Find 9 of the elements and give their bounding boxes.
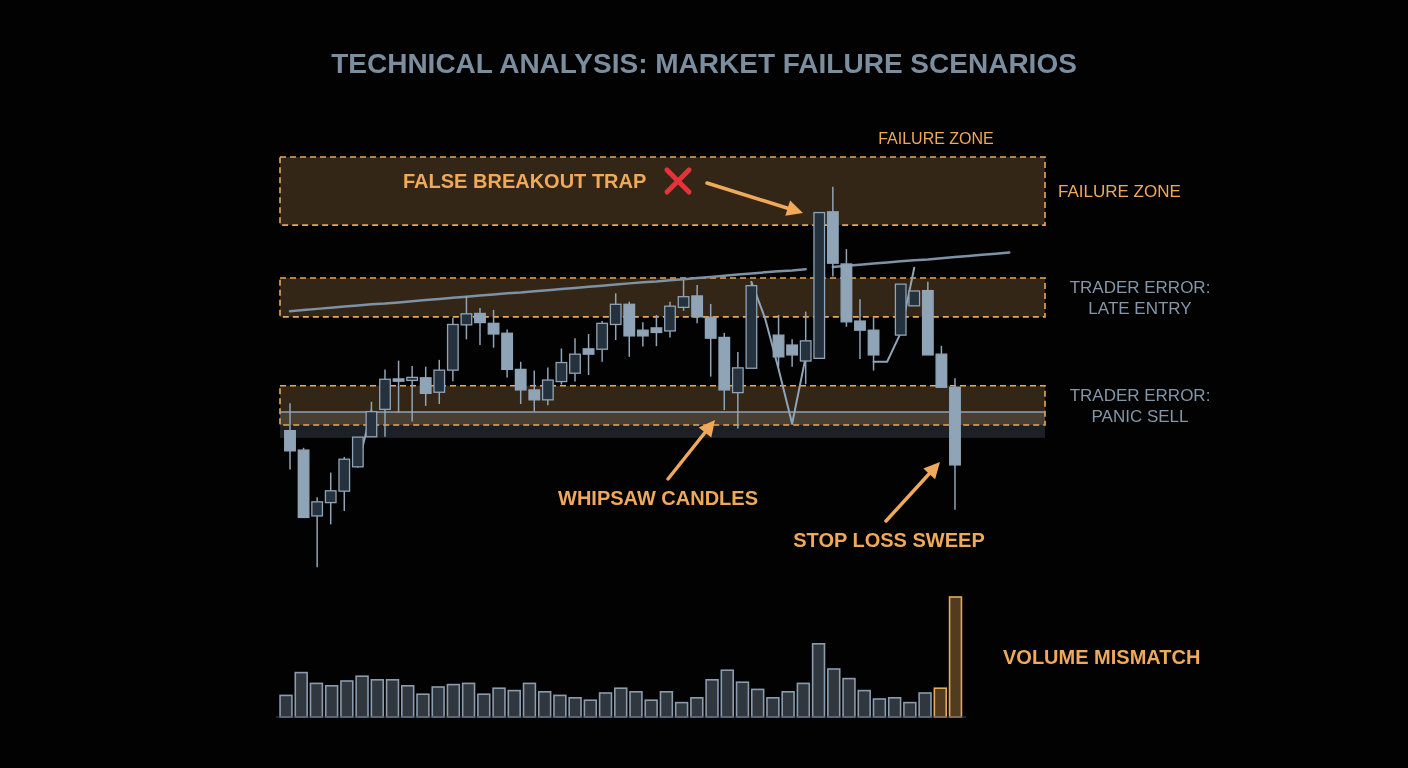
- annotation: FALSE BREAKOUT TRAP: [403, 170, 647, 192]
- chart-title: TECHNICAL ANALYSIS: MARKET FAILURE SCENARIOS: [331, 48, 1077, 79]
- band-label: TRADER ERROR: LATE ENTRY: [1069, 278, 1211, 318]
- text: FAILURE ZONE: [878, 130, 994, 147]
- text: VOLUME MISMATCH: [1003, 646, 1201, 668]
- band-label: TRADER ERROR: PANIC SELL: [1069, 386, 1211, 426]
- annotation: STOP LOSS SWEEP: [793, 529, 985, 551]
- band-label: FAILURE ZONE: [1058, 182, 1181, 202]
- annotation: WHIPSAW CANDLES: [558, 487, 758, 509]
